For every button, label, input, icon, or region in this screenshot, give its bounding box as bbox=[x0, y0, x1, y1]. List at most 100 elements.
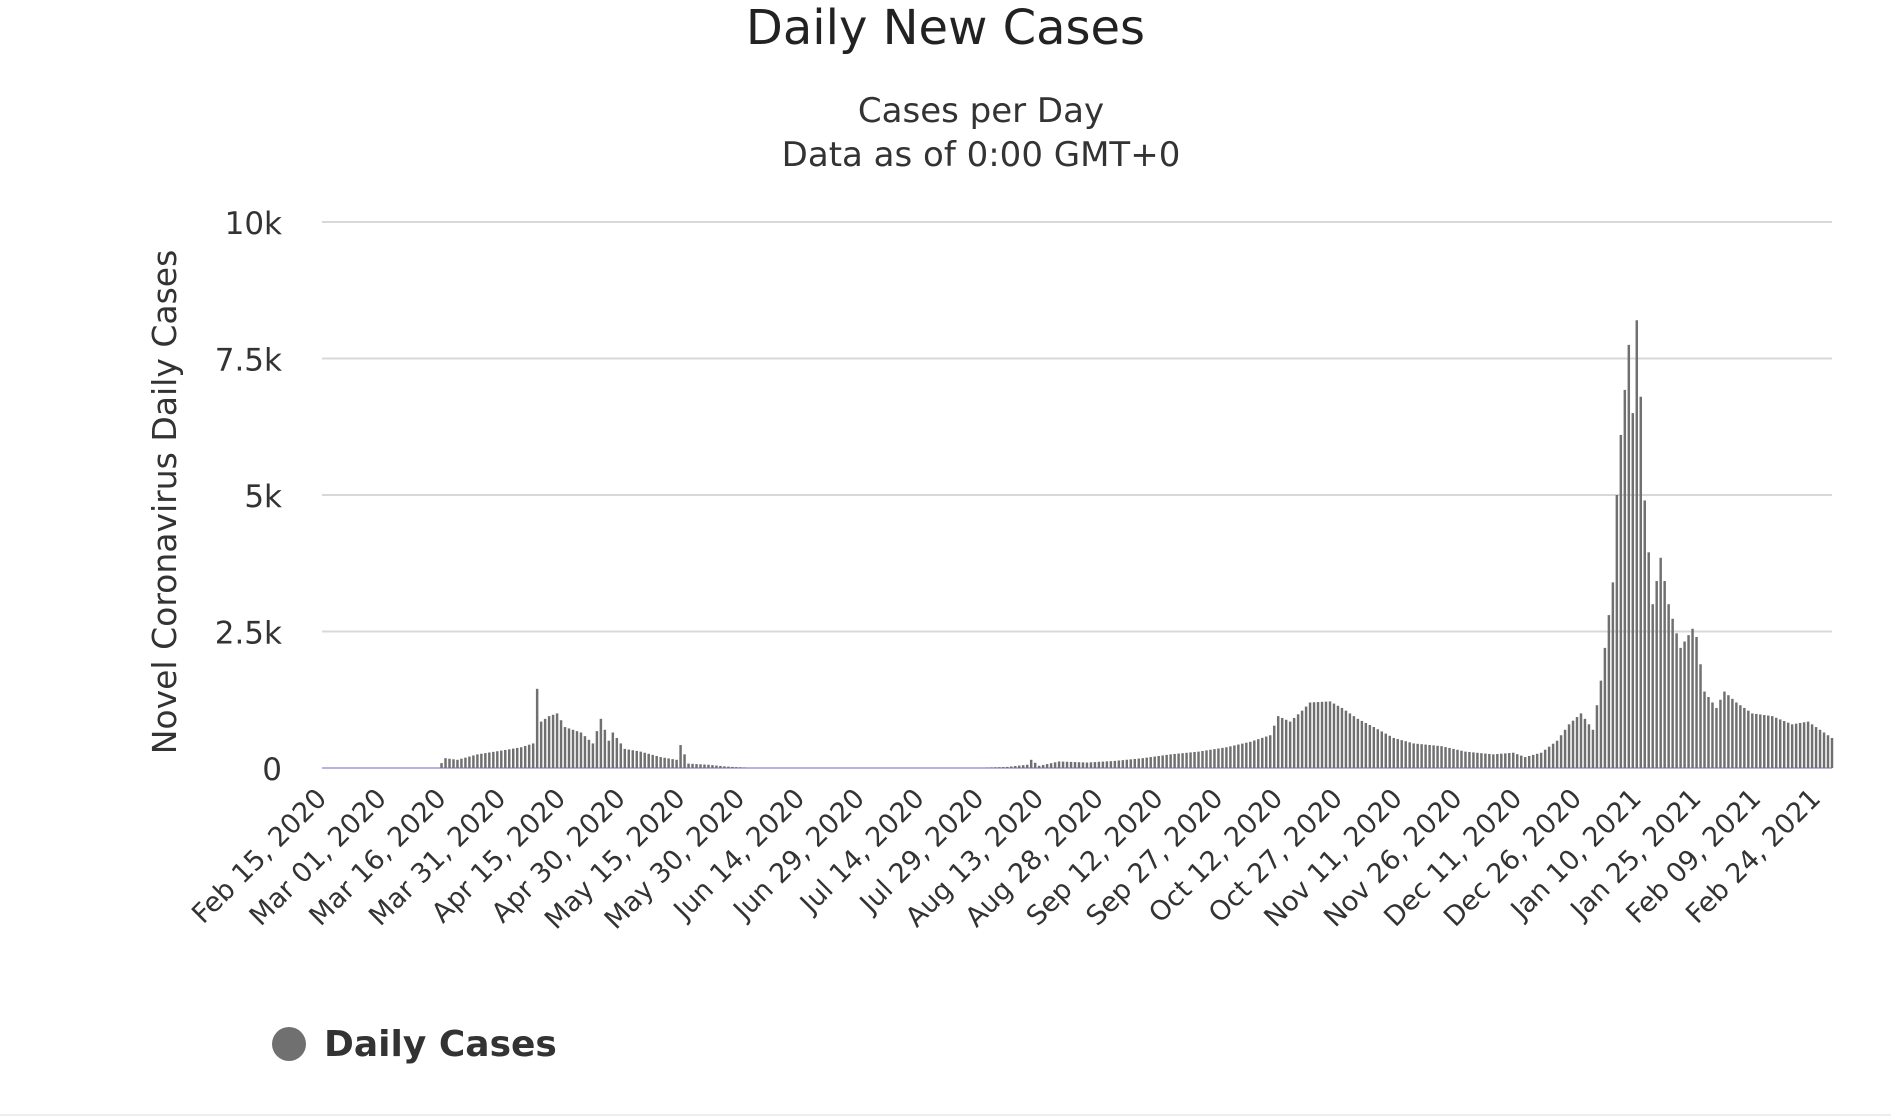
bar[interactable] bbox=[504, 749, 507, 768]
bar[interactable] bbox=[1436, 745, 1439, 768]
bar[interactable] bbox=[1384, 733, 1388, 768]
bar[interactable] bbox=[1587, 724, 1591, 768]
bar[interactable] bbox=[571, 729, 575, 768]
bar[interactable] bbox=[1699, 664, 1702, 768]
bar[interactable] bbox=[627, 749, 631, 768]
bar[interactable] bbox=[1488, 753, 1491, 768]
bar[interactable] bbox=[1603, 647, 1607, 768]
bar[interactable] bbox=[1137, 758, 1140, 768]
bar[interactable] bbox=[1141, 758, 1144, 768]
bar[interactable] bbox=[1400, 740, 1403, 768]
bar[interactable] bbox=[1161, 755, 1164, 768]
bar[interactable] bbox=[639, 751, 642, 768]
bar[interactable] bbox=[1432, 745, 1435, 768]
bar[interactable] bbox=[1595, 705, 1599, 768]
bar[interactable] bbox=[599, 718, 603, 768]
bar[interactable] bbox=[1683, 641, 1686, 768]
bar[interactable] bbox=[1667, 604, 1670, 768]
bar[interactable] bbox=[1101, 761, 1105, 768]
bar[interactable] bbox=[1249, 741, 1252, 768]
bar[interactable] bbox=[1284, 719, 1288, 768]
bar[interactable] bbox=[1739, 705, 1742, 768]
bar[interactable] bbox=[1217, 748, 1220, 769]
bar[interactable] bbox=[519, 747, 523, 768]
bar[interactable] bbox=[1535, 753, 1539, 768]
bar[interactable] bbox=[1806, 721, 1810, 768]
bar[interactable] bbox=[1320, 701, 1324, 768]
bar[interactable] bbox=[1205, 750, 1208, 768]
bar[interactable] bbox=[1085, 762, 1089, 768]
bar[interactable] bbox=[1519, 755, 1523, 768]
bar[interactable] bbox=[1189, 752, 1192, 768]
bar[interactable] bbox=[1778, 719, 1782, 768]
bar[interactable] bbox=[579, 732, 583, 768]
bar[interactable] bbox=[575, 731, 579, 768]
bar[interactable] bbox=[1464, 751, 1467, 768]
bar[interactable] bbox=[1599, 680, 1603, 768]
bar[interactable] bbox=[460, 758, 463, 768]
bar[interactable] bbox=[1703, 691, 1706, 768]
bar[interactable] bbox=[1145, 757, 1148, 768]
bar[interactable] bbox=[1659, 557, 1662, 768]
bar[interactable] bbox=[623, 748, 627, 768]
bar[interactable] bbox=[1336, 705, 1340, 768]
bar[interactable] bbox=[679, 745, 682, 768]
bar[interactable] bbox=[1025, 764, 1029, 768]
bar[interactable] bbox=[647, 753, 650, 768]
bar[interactable] bbox=[1727, 695, 1730, 768]
bar[interactable] bbox=[1049, 763, 1053, 768]
bar[interactable] bbox=[1611, 582, 1615, 768]
bar[interactable] bbox=[1257, 739, 1260, 768]
bar[interactable] bbox=[1460, 750, 1463, 768]
bar[interactable] bbox=[539, 721, 543, 768]
bar[interactable] bbox=[998, 767, 1001, 768]
bar[interactable] bbox=[1073, 762, 1077, 768]
bar[interactable] bbox=[1539, 752, 1543, 768]
bar[interactable] bbox=[1312, 702, 1316, 768]
bar[interactable] bbox=[1691, 628, 1694, 768]
bar[interactable] bbox=[1348, 713, 1352, 768]
bar[interactable] bbox=[1751, 713, 1754, 768]
bar[interactable] bbox=[595, 731, 599, 768]
bar[interactable] bbox=[547, 716, 551, 768]
bar[interactable] bbox=[1675, 633, 1678, 768]
bar[interactable] bbox=[1719, 699, 1722, 768]
bar[interactable] bbox=[1774, 717, 1778, 768]
bar[interactable] bbox=[671, 759, 674, 768]
bar[interactable] bbox=[1372, 727, 1376, 768]
bar[interactable] bbox=[472, 755, 475, 768]
bar[interactable] bbox=[1157, 755, 1160, 768]
bar[interactable] bbox=[1790, 724, 1794, 768]
bar[interactable] bbox=[1711, 702, 1714, 768]
bar[interactable] bbox=[1201, 750, 1204, 768]
bar[interactable] bbox=[1041, 764, 1045, 768]
bar[interactable] bbox=[1296, 714, 1300, 768]
bar[interactable] bbox=[1416, 743, 1419, 768]
bar[interactable] bbox=[452, 759, 455, 768]
bar[interactable] bbox=[1029, 759, 1033, 768]
bar[interactable] bbox=[1567, 724, 1571, 768]
bar[interactable] bbox=[1523, 757, 1527, 768]
bar[interactable] bbox=[1117, 760, 1121, 768]
bar[interactable] bbox=[615, 737, 619, 768]
bar[interactable] bbox=[1097, 761, 1101, 768]
bar[interactable] bbox=[1225, 747, 1228, 768]
bar[interactable] bbox=[1452, 748, 1455, 768]
bar[interactable] bbox=[1017, 765, 1021, 768]
bar[interactable] bbox=[663, 757, 666, 768]
bar[interactable] bbox=[1480, 753, 1483, 768]
bar[interactable] bbox=[1229, 746, 1232, 768]
bar[interactable] bbox=[675, 759, 678, 768]
bar[interactable] bbox=[603, 729, 607, 768]
bar[interactable] bbox=[687, 763, 690, 768]
bar[interactable] bbox=[456, 759, 459, 768]
legend[interactable]: Daily Cases bbox=[272, 1022, 557, 1066]
bar[interactable] bbox=[543, 718, 547, 768]
bar[interactable] bbox=[1563, 729, 1567, 768]
bar[interactable] bbox=[715, 765, 718, 768]
bar[interactable] bbox=[1504, 753, 1507, 768]
bar[interactable] bbox=[1065, 761, 1069, 768]
bar[interactable] bbox=[1181, 753, 1184, 768]
bar[interactable] bbox=[635, 750, 638, 768]
bar[interactable] bbox=[1444, 747, 1447, 768]
